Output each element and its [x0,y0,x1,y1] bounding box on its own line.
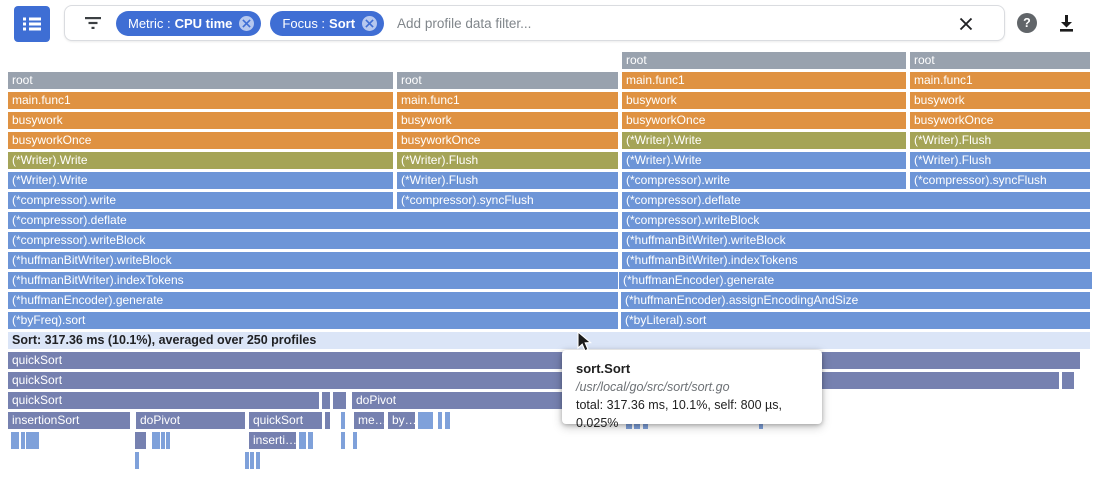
flame-frame[interactable]: (*Writer).Write [8,172,393,189]
flame-frame[interactable] [341,432,345,449]
flame-frame[interactable]: (*Writer).Write [8,152,393,169]
flame-focus-row[interactable]: Sort: 317.36 ms (10.1%), averaged over 2… [8,332,1090,349]
flame-frame[interactable]: quickSort [249,412,322,429]
flame-frame[interactable]: (*huffmanEncoder).generate [8,292,618,309]
flame-frame[interactable]: main.func1 [397,92,618,109]
cancel-icon[interactable] [362,15,378,31]
chip-label: Focus : [282,15,326,31]
flame-frame[interactable]: quickSort [8,392,319,409]
flame-frame[interactable]: (*compressor).writeBlock [622,212,1090,229]
flame-frame[interactable] [325,412,330,429]
flame-frame[interactable]: (*Writer).Flush [910,132,1090,149]
flame-frame[interactable]: (*Writer).Flush [397,172,618,189]
filter-chip-metric[interactable]: Metric : CPU time [116,10,262,36]
flame-frame[interactable]: root [622,52,906,69]
flame-frame[interactable]: busywork [910,92,1090,109]
flame-frame[interactable]: (*huffmanEncoder).generate [619,272,1092,289]
view-list-icon [23,17,41,31]
flame-frame[interactable]: quickSort [8,352,1080,369]
filter-input-placeholder[interactable]: Add profile data filter... [397,15,532,31]
chip-label: Metric : [128,15,171,31]
flame-frame[interactable] [161,432,165,449]
flame-frame[interactable]: (*compressor).write [622,172,906,189]
chip-value: CPU time [174,15,233,31]
flame-frame[interactable] [1062,372,1074,389]
flame-frame[interactable]: (*compressor).write [8,192,393,209]
tooltip-stats: total: 317.36 ms, 10.1%, self: 800 µs, 0… [576,398,782,430]
flame-frame[interactable]: busyworkOnce [8,132,393,149]
flame-frame[interactable] [250,452,254,469]
flame-frame[interactable] [30,432,39,449]
flame-frame[interactable]: (*huffmanEncoder).assignEncodingAndSize [621,292,1090,309]
flame-frame[interactable]: doPivot [136,412,245,429]
flame-frame[interactable]: (*compressor).writeBlock [8,232,618,249]
flame-frame[interactable]: main.func1 [622,72,906,89]
flame-frame[interactable] [438,412,442,429]
flame-frame[interactable] [135,432,146,449]
flame-frame[interactable] [21,432,25,449]
flame-frame[interactable]: busyworkOnce [910,112,1090,129]
flame-frame[interactable]: (*compressor).deflate [622,192,1090,209]
tooltip: sort.Sort /usr/local/go/src/sort/sort.go… [562,350,822,430]
flame-frame[interactable]: inserti… [249,432,296,449]
flame-frame[interactable] [353,432,357,449]
flame-frame[interactable]: busywork [8,112,393,129]
flame-frame[interactable]: (*huffmanBitWriter).indexTokens [8,272,618,289]
flame-frame[interactable]: insertionSort [8,412,130,429]
flame-frame[interactable]: root [8,72,393,89]
flame-frame[interactable]: (*Writer).Write [622,152,906,169]
flame-frame[interactable]: busyworkOnce [622,112,906,129]
filter-list-icon [84,16,102,30]
flame-frame[interactable]: main.func1 [8,92,393,109]
flame-frame[interactable] [445,412,450,429]
flame-frame[interactable]: (*compressor).syncFlush [397,192,618,209]
flame-frame[interactable]: (*Writer).Flush [397,152,618,169]
chip-value: Sort [329,15,356,31]
flame-frame[interactable] [166,432,170,449]
help-icon[interactable]: ? [1017,13,1037,33]
flame-frame[interactable] [322,392,330,409]
flame-frame[interactable]: (*compressor).deflate [8,212,618,229]
flame-frame[interactable]: busywork [622,92,906,109]
flame-frame[interactable] [245,452,249,469]
filter-chip-focus[interactable]: Focus : Sort [270,10,385,36]
flame-frame[interactable] [26,432,30,449]
cancel-icon[interactable] [239,15,255,31]
filter-bar[interactable]: Metric : CPU time Focus : Sort Add profi… [64,5,1005,41]
flame-frame[interactable]: busyworkOnce [397,132,618,149]
flame-frame[interactable] [11,432,19,449]
flame-frame[interactable]: main.func1 [910,72,1090,89]
flame-frame[interactable]: (*Writer).Flush [910,152,1090,169]
close-icon[interactable] [957,15,975,33]
flame-frame[interactable]: (*huffmanBitWriter).indexTokens [622,252,1090,269]
flame-frame[interactable]: busywork [397,112,618,129]
flame-frame[interactable]: me… [354,412,384,429]
flame-frame[interactable]: (*Writer).Write [622,132,906,149]
flame-frame[interactable]: (*huffmanBitWriter).writeBlock [8,252,618,269]
flame-frame[interactable]: by… [388,412,415,429]
flame-frame[interactable] [418,412,433,429]
flame-frame[interactable] [308,432,313,449]
flame-frame[interactable]: (*byFreq).sort [8,312,618,329]
flame-frame[interactable]: doPivot [352,392,627,409]
flame-frame[interactable] [299,432,306,449]
flame-frame[interactable] [341,412,345,429]
flame-frame[interactable] [333,392,346,409]
flame-frame[interactable]: (*compressor).syncFlush [910,172,1090,189]
flame-frame[interactable] [256,452,260,469]
flame-frame[interactable]: (*byLiteral).sort [621,312,1090,329]
flame-frame[interactable] [152,432,160,449]
flame-frame[interactable]: root [397,72,618,89]
tooltip-source-path: /usr/local/go/src/sort/sort.go [576,380,730,394]
download-icon[interactable] [1055,12,1077,34]
menu-button[interactable] [14,6,50,42]
flame-frame[interactable]: quickSort [8,372,1059,389]
flame-frame[interactable] [135,452,139,469]
flame-frame[interactable]: (*huffmanBitWriter).writeBlock [622,232,1090,249]
flame-frame[interactable]: root [910,52,1090,69]
tooltip-function-name: sort.Sort [576,361,631,376]
